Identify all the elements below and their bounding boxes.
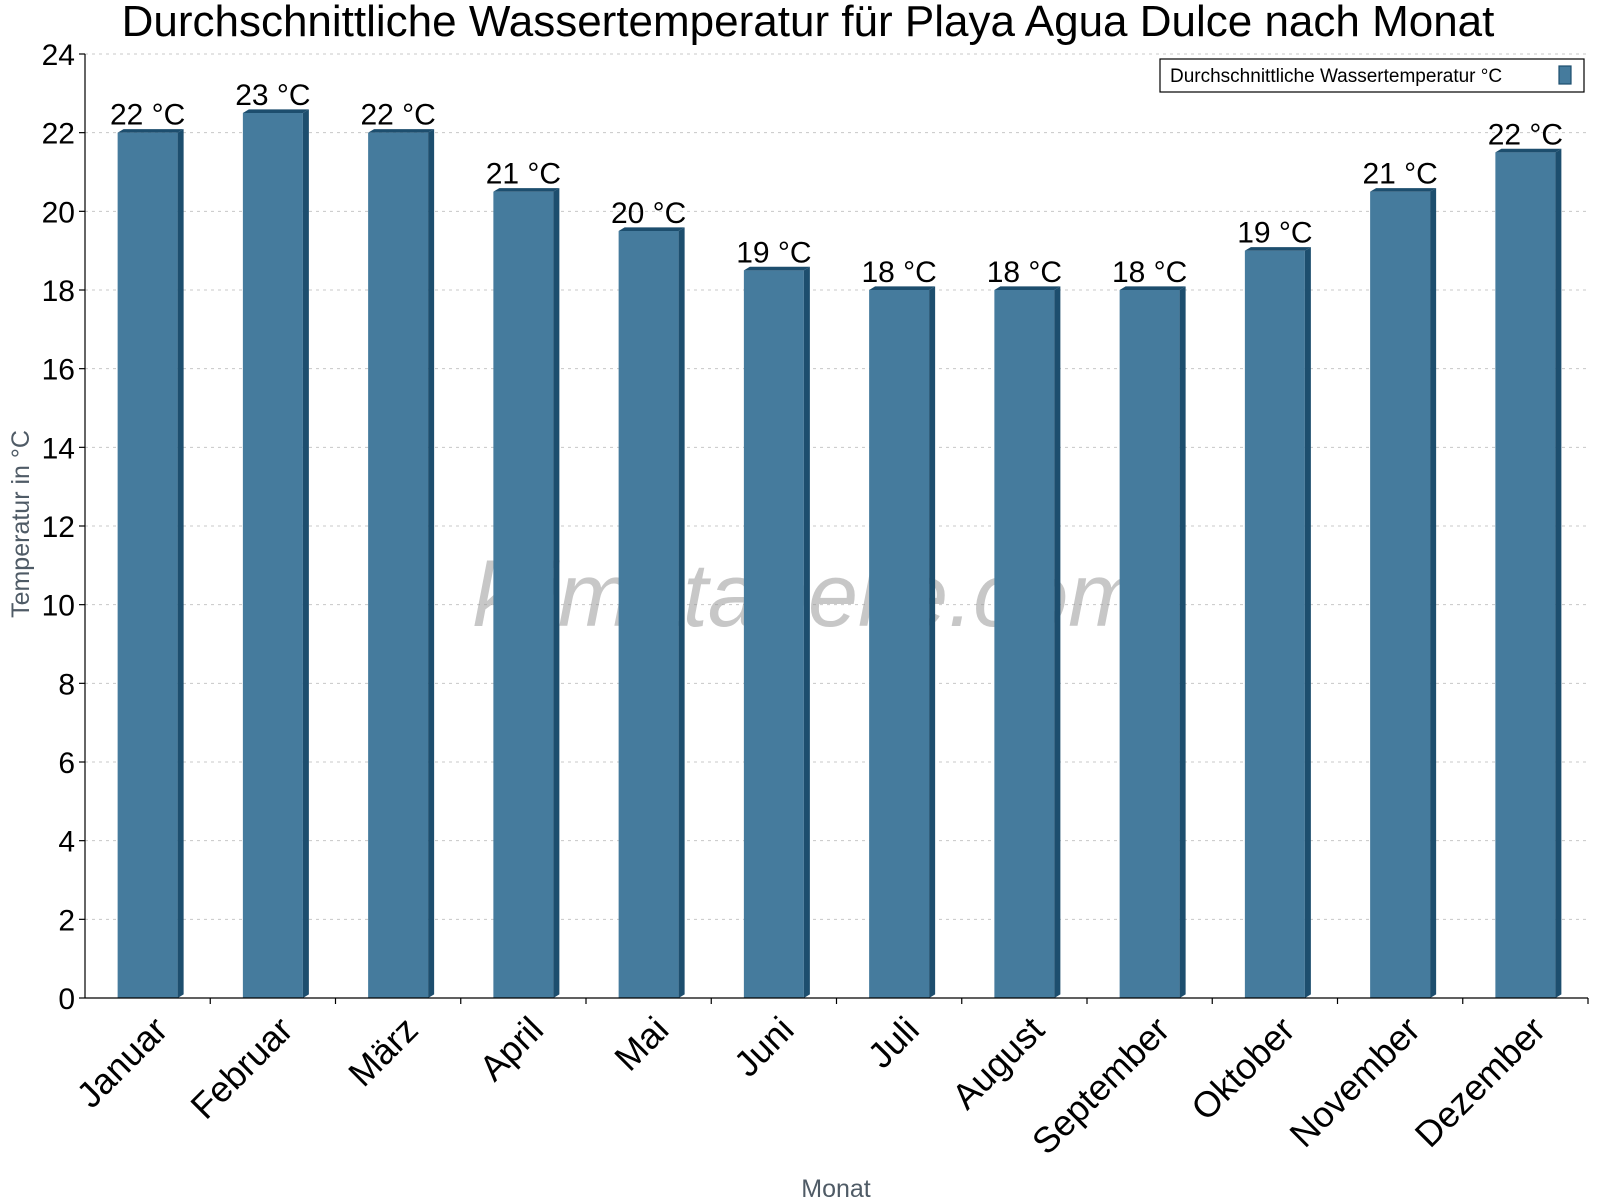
bar-top xyxy=(1244,247,1311,251)
bar-top xyxy=(743,266,810,271)
bar-top xyxy=(493,188,560,192)
bar-side xyxy=(1179,286,1186,998)
bar-top xyxy=(994,286,1061,290)
y-tick-label: 22 xyxy=(42,118,75,151)
bar-side xyxy=(1054,286,1061,998)
data-label: 18 °C xyxy=(1112,256,1187,289)
bar-top xyxy=(1119,286,1186,290)
bar-side xyxy=(553,188,560,999)
bar-face xyxy=(493,191,554,998)
data-label: 22 °C xyxy=(1488,118,1563,151)
bar-face xyxy=(368,132,429,998)
data-label: 18 °C xyxy=(987,256,1062,289)
bar-face xyxy=(743,270,804,998)
chart-title: Durchschnittliche Wassertemperatur für P… xyxy=(122,0,1495,46)
bar-top xyxy=(117,129,184,133)
x-tick-label: August xyxy=(944,1009,1052,1117)
bar-face xyxy=(1244,250,1305,998)
bar-10 xyxy=(1244,247,1311,999)
bar-face xyxy=(1495,152,1556,999)
bar-side xyxy=(428,129,435,999)
bar-side xyxy=(302,109,309,998)
x-tick-label: Juni xyxy=(726,1009,802,1085)
y-tick-label: 14 xyxy=(42,432,75,465)
y-tick-label: 24 xyxy=(42,39,75,72)
bar-face xyxy=(117,132,178,998)
y-tick-label: 0 xyxy=(58,983,75,1016)
bar-face xyxy=(1370,191,1431,998)
y-tick-label: 6 xyxy=(58,747,75,780)
bar-side xyxy=(1430,188,1437,999)
bar-top xyxy=(869,286,936,290)
bar-9 xyxy=(1119,286,1186,998)
bar-side xyxy=(678,227,685,998)
data-label: 19 °C xyxy=(736,236,811,269)
bars xyxy=(117,109,1562,999)
legend-box xyxy=(1159,58,1585,93)
bar-side xyxy=(929,286,936,998)
legend: Durchschnittliche Wassertemperatur °C xyxy=(1159,58,1585,93)
y-axis-label: Temperatur in °C xyxy=(7,430,35,618)
bar-top xyxy=(242,109,309,113)
y-tick-label: 4 xyxy=(58,826,75,859)
bar-8 xyxy=(994,286,1061,998)
bar-side xyxy=(177,129,184,999)
bar-7 xyxy=(869,286,936,998)
x-tick-label: Oktober xyxy=(1183,1009,1303,1129)
gridlines xyxy=(85,53,1588,920)
y-tick-label: 2 xyxy=(58,904,75,937)
x-tick-label: März xyxy=(340,1009,426,1095)
y-tick-label: 10 xyxy=(42,590,75,623)
bar-11 xyxy=(1370,188,1437,999)
bar-face xyxy=(1119,290,1180,998)
bar-face xyxy=(618,231,679,998)
data-labels: 22 °C 23 °C 22 °C 21 °C 20 °C 19 °C 18 °C 18 °C… xyxy=(110,79,1563,289)
bar-5 xyxy=(618,227,685,998)
x-tick-label: Juli xyxy=(860,1009,927,1076)
bar-face xyxy=(242,113,303,998)
x-tick-label: November xyxy=(1281,1009,1427,1155)
bar-top xyxy=(368,129,435,133)
legend-swatch xyxy=(1558,65,1572,85)
bar-top xyxy=(1495,148,1562,153)
data-label: 22 °C xyxy=(110,99,185,132)
y-tick-label: 16 xyxy=(42,354,75,387)
data-label: 20 °C xyxy=(611,197,686,230)
x-tick-label: Mai xyxy=(606,1009,676,1079)
data-label: 22 °C xyxy=(360,99,435,132)
bar-4 xyxy=(493,188,560,999)
bar-side xyxy=(803,266,810,998)
y-tick-label: 8 xyxy=(58,668,75,701)
data-label: 18 °C xyxy=(861,256,936,289)
bar-face xyxy=(869,290,930,998)
bar-12 xyxy=(1495,148,1562,999)
x-tick-label: Dezember xyxy=(1407,1009,1553,1155)
x-tick-label: Februar xyxy=(182,1009,300,1127)
bar-top xyxy=(1370,188,1437,192)
bar-2 xyxy=(242,109,309,998)
bar-top xyxy=(618,227,685,231)
data-label: 21 °C xyxy=(486,158,561,191)
y-tick-label: 20 xyxy=(42,196,75,229)
bar-side xyxy=(1555,148,1562,998)
bar-face xyxy=(994,290,1055,998)
y-tick-label: 12 xyxy=(42,511,75,544)
x-tick-label: April xyxy=(471,1009,551,1089)
x-tick-label: Januar xyxy=(68,1009,175,1116)
y-tick-label: 18 xyxy=(42,275,75,308)
x-axis-label: Monat xyxy=(801,1175,871,1200)
bar-3 xyxy=(368,129,435,999)
legend-label: Durchschnittliche Wassertemperatur °C xyxy=(1170,66,1502,87)
bar-6 xyxy=(743,266,810,998)
bar-1 xyxy=(117,129,184,999)
bar-side xyxy=(1304,247,1311,999)
data-label: 23 °C xyxy=(235,79,310,112)
data-label: 19 °C xyxy=(1237,217,1312,250)
data-label: 21 °C xyxy=(1362,158,1437,191)
x-tick-label: September xyxy=(1024,1009,1178,1163)
